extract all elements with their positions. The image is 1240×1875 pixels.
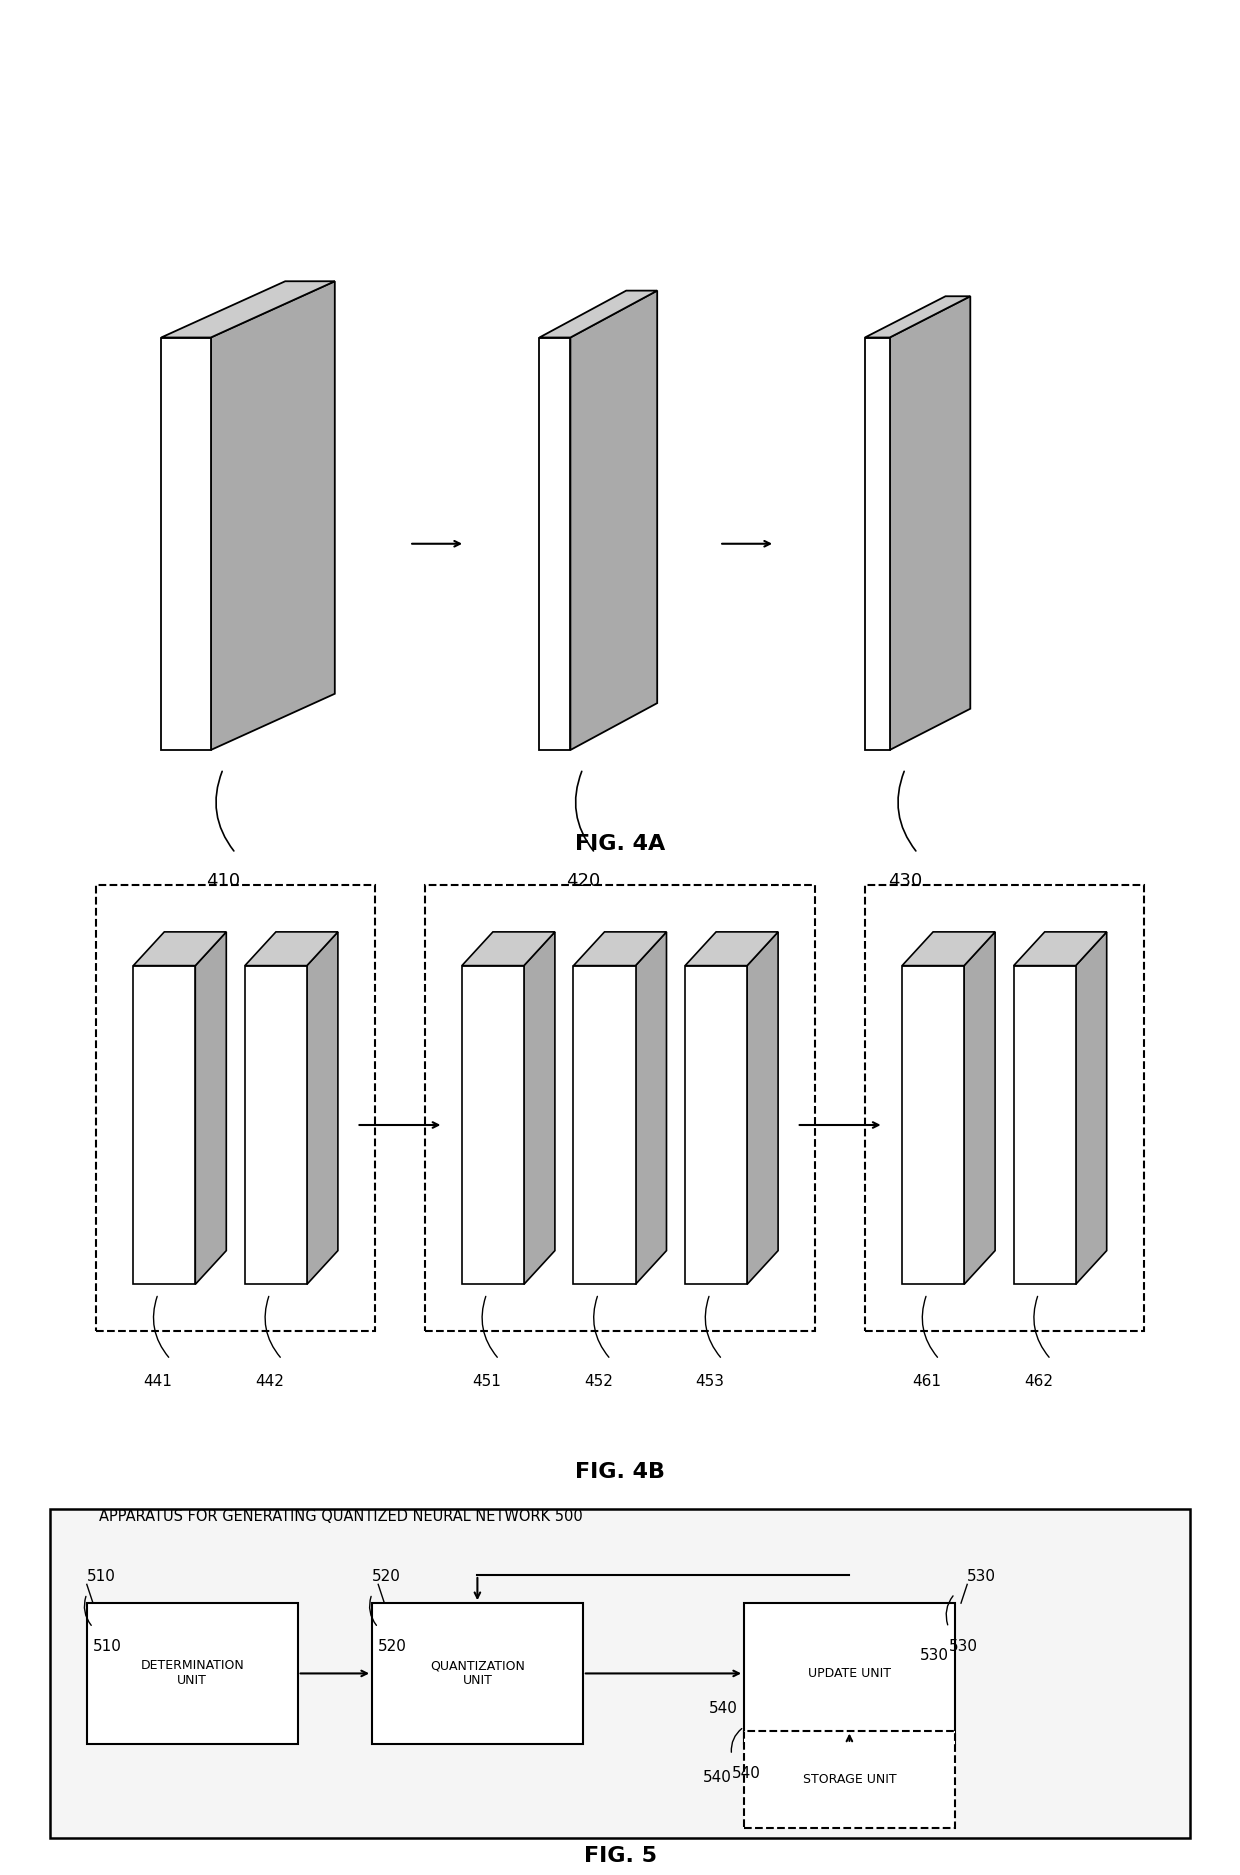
Polygon shape	[196, 932, 226, 1284]
Polygon shape	[539, 338, 570, 750]
Text: UPDATE UNIT: UPDATE UNIT	[808, 1667, 890, 1680]
FancyBboxPatch shape	[50, 1509, 1190, 1838]
Text: 510: 510	[93, 1639, 122, 1654]
Text: DETERMINATION
UNIT: DETERMINATION UNIT	[140, 1659, 244, 1688]
Text: 410: 410	[206, 872, 241, 891]
Text: 530: 530	[967, 1569, 996, 1584]
FancyBboxPatch shape	[744, 1731, 955, 1828]
Text: 520: 520	[372, 1569, 401, 1584]
Polygon shape	[903, 966, 965, 1284]
Polygon shape	[573, 966, 635, 1284]
Text: FIG. 4A: FIG. 4A	[575, 834, 665, 855]
Polygon shape	[461, 966, 523, 1284]
Text: 441: 441	[144, 1374, 172, 1389]
Text: 462: 462	[1024, 1374, 1053, 1389]
Text: QUANTIZATION
UNIT: QUANTIZATION UNIT	[430, 1659, 525, 1688]
Text: 420: 420	[565, 872, 600, 891]
FancyBboxPatch shape	[87, 1603, 298, 1744]
Text: 540: 540	[709, 1701, 738, 1716]
Text: 530: 530	[949, 1639, 977, 1654]
Polygon shape	[1014, 966, 1076, 1284]
Polygon shape	[134, 966, 196, 1284]
Text: 453: 453	[696, 1374, 724, 1389]
Polygon shape	[570, 291, 657, 750]
FancyBboxPatch shape	[372, 1603, 583, 1744]
Polygon shape	[1076, 932, 1107, 1284]
Polygon shape	[246, 932, 337, 966]
Polygon shape	[965, 932, 996, 1284]
Polygon shape	[306, 932, 337, 1284]
Polygon shape	[246, 966, 306, 1284]
Polygon shape	[684, 966, 746, 1284]
Text: STORAGE UNIT: STORAGE UNIT	[802, 1774, 897, 1785]
Polygon shape	[1014, 932, 1107, 966]
Polygon shape	[161, 338, 211, 750]
Polygon shape	[890, 296, 970, 750]
Text: 530: 530	[920, 1648, 949, 1663]
Text: 461: 461	[913, 1374, 941, 1389]
Text: APPARATUS FOR GENERATING QUANTIZED NEURAL NETWORK 500: APPARATUS FOR GENERATING QUANTIZED NEURA…	[99, 1509, 583, 1524]
Text: 452: 452	[584, 1374, 613, 1389]
Text: 540: 540	[703, 1770, 732, 1785]
Polygon shape	[746, 932, 779, 1284]
Text: 430: 430	[888, 872, 923, 891]
Polygon shape	[134, 932, 226, 966]
Polygon shape	[866, 338, 890, 750]
Text: 442: 442	[255, 1374, 284, 1389]
Polygon shape	[903, 932, 996, 966]
Polygon shape	[866, 296, 970, 338]
Polygon shape	[211, 281, 335, 750]
Text: 510: 510	[87, 1569, 115, 1584]
Polygon shape	[161, 281, 335, 338]
Text: 540: 540	[732, 1766, 760, 1781]
Text: FIG. 5: FIG. 5	[584, 1845, 656, 1866]
Polygon shape	[523, 932, 556, 1284]
Polygon shape	[461, 932, 556, 966]
Polygon shape	[684, 932, 779, 966]
Polygon shape	[635, 932, 667, 1284]
Polygon shape	[573, 932, 667, 966]
FancyBboxPatch shape	[744, 1603, 955, 1744]
Text: 520: 520	[378, 1639, 407, 1654]
Polygon shape	[539, 291, 657, 338]
Text: FIG. 4B: FIG. 4B	[575, 1462, 665, 1483]
Text: 451: 451	[472, 1374, 501, 1389]
